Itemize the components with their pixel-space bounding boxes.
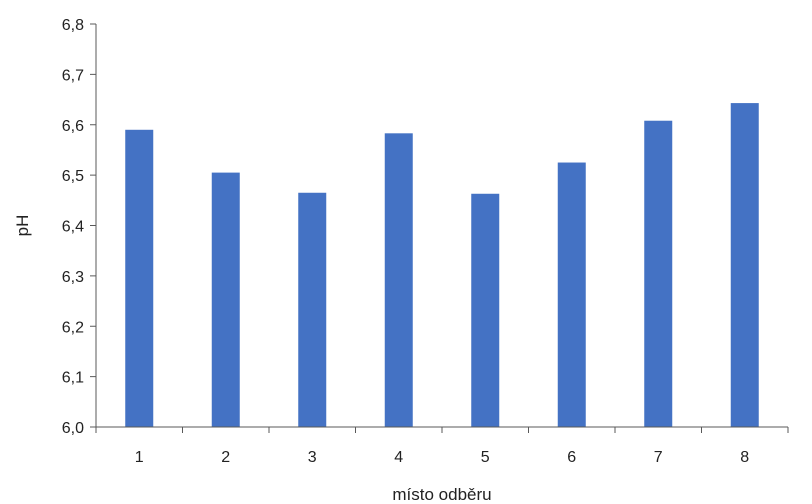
bar-4 [384,133,413,427]
x-axis-title: místo odběru [392,485,491,504]
y-axis-title: pH [13,215,32,237]
x-tick-label: 4 [394,449,403,466]
x-ticks-group: 1 2 3 4 5 6 7 8 [95,427,789,466]
y-tick-label: 6,0 [62,420,84,437]
bar-1 [125,129,154,427]
bar-7 [644,120,673,427]
x-tick-label: 5 [481,449,490,466]
bar-8 [730,103,759,428]
x-tick-label: 6 [567,449,576,466]
y-tick-label: 6,2 [62,319,84,336]
y-tick-label: 6,6 [62,118,84,135]
y-tick-label: 6,7 [62,67,84,84]
bar-2 [211,172,240,427]
bar-3 [298,192,327,427]
y-tick-label: 6,3 [62,269,84,286]
bar-5 [471,193,500,427]
axes-group [95,24,788,428]
y-ticks-group: 6,0 6,1 6,2 6,3 6,4 6,5 6,6 6,7 6,8 [62,17,96,437]
y-tick-label: 6,5 [62,168,84,185]
x-tick-label: 8 [740,449,749,466]
bars-group [125,103,759,428]
x-tick-label: 7 [654,449,663,466]
x-tick-label: 1 [135,449,144,466]
x-tick-label: 2 [221,449,230,466]
bar-6 [557,162,586,427]
y-tick-label: 6,1 [62,370,84,387]
x-tick-label: 3 [308,449,317,466]
y-tick-label: 6,8 [62,17,84,34]
y-tick-label: 6,4 [62,219,84,236]
